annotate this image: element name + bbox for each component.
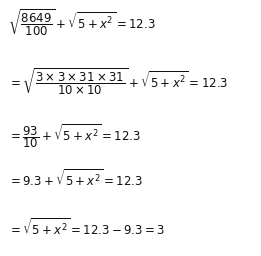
Text: $= 9.3 + \sqrt{5 + x^2} = 12.3$: $= 9.3 + \sqrt{5 + x^2} = 12.3$ (8, 169, 143, 190)
Text: $= \sqrt{5 + x^2} = 12.3 - 9.3 = 3$: $= \sqrt{5 + x^2} = 12.3 - 9.3 = 3$ (8, 217, 165, 238)
Text: $\sqrt{\dfrac{8649}{100}} + \sqrt{5 + x^2} = 12.3$: $\sqrt{\dfrac{8649}{100}} + \sqrt{5 + x^… (8, 8, 156, 38)
Text: $= \dfrac{93}{10} + \sqrt{5 + x^2} = 12.3$: $= \dfrac{93}{10} + \sqrt{5 + x^2} = 12.… (8, 122, 141, 150)
Text: $= \sqrt{\dfrac{3 \times 3 \times 31 \times 31}{10 \times 10}} + \sqrt{5 + x^2} : $= \sqrt{\dfrac{3 \times 3 \times 31 \ti… (8, 67, 228, 97)
